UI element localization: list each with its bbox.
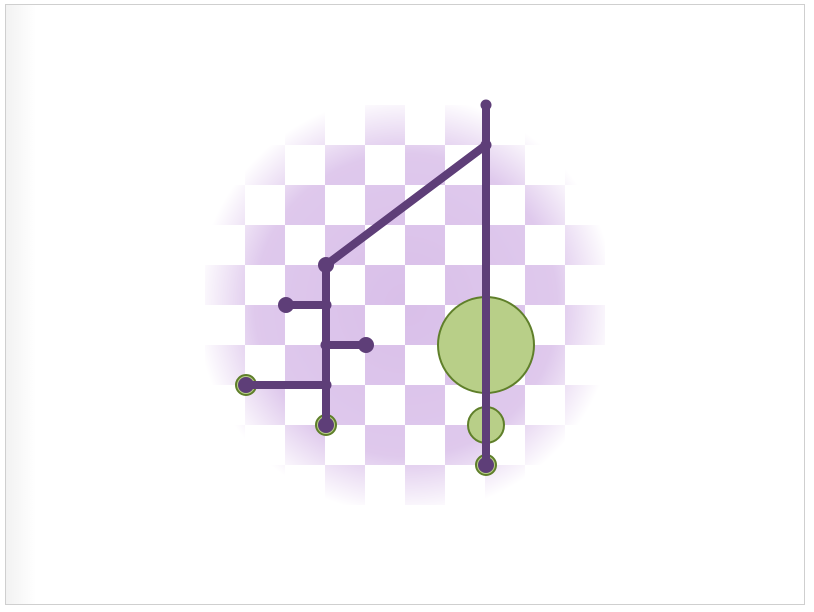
checker-cell [245, 145, 285, 185]
checker-cell [245, 305, 285, 345]
checker-cell [565, 145, 605, 185]
checker-cell [285, 265, 325, 305]
checker-cell [445, 105, 485, 145]
checker-cell [525, 425, 565, 465]
checker-cell [365, 265, 405, 305]
path-dot [480, 139, 492, 151]
checker-cell [565, 385, 605, 425]
checkerboard-background [205, 105, 605, 505]
checker-cell [285, 345, 325, 385]
checker-cell [365, 105, 405, 145]
checker-cell [245, 465, 285, 505]
path-dot [238, 377, 254, 393]
checker-cell [565, 225, 605, 265]
checker-cell [325, 465, 365, 505]
checker-cell [325, 305, 365, 345]
path-dot [318, 257, 334, 273]
checker-cell [485, 145, 525, 185]
path-dot [320, 379, 332, 391]
path-dot [278, 297, 294, 313]
checker-cell [205, 265, 245, 305]
checker-cell [285, 185, 325, 225]
checker-cell [485, 225, 525, 265]
checker-cell [565, 465, 605, 505]
checker-cell [325, 145, 365, 185]
path-dot [478, 457, 494, 473]
path-dot [480, 99, 492, 111]
checker-cell [245, 225, 285, 265]
checker-cell [205, 425, 245, 465]
checker-cell [525, 185, 565, 225]
path-dots [238, 99, 494, 473]
checker-cell [405, 465, 445, 505]
checker-cell [445, 185, 485, 225]
path-dot [320, 299, 332, 311]
path-dot [358, 337, 374, 353]
checker-cell [285, 105, 325, 145]
checker-cell [565, 305, 605, 345]
checker-cell [525, 265, 565, 305]
path-dot [320, 339, 332, 351]
checker-cell [205, 185, 245, 225]
path-segment-overlay [322, 141, 490, 269]
checker-cell [405, 385, 445, 425]
checker-cell [405, 225, 445, 265]
checker-cell [365, 345, 405, 385]
frame-shadow [6, 5, 36, 604]
checker-cell [205, 105, 245, 145]
checker-cell [365, 425, 405, 465]
path-dot [318, 417, 334, 433]
checker-cell [525, 105, 565, 145]
